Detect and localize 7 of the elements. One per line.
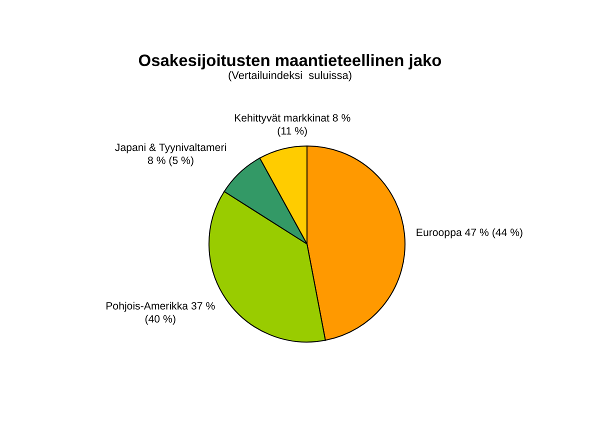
data-label: 8 % (5 %)	[147, 154, 194, 167]
slice-label: Pohjois-Amerikka 37 % (40 %)	[106, 300, 216, 326]
chart-title: Osakesijoitusten maantieteellinen jako	[138, 52, 442, 70]
slice-label: Kehittyvät markkinat 8 % (11 %)	[234, 112, 352, 138]
slice-label: Japani & Tyynivaltameri	[114, 142, 227, 154]
chart-subtitle: (Vertailuindeksi suluissa)	[228, 70, 352, 82]
slice-label: Eurooppa 47 % (44 %)	[416, 227, 524, 240]
